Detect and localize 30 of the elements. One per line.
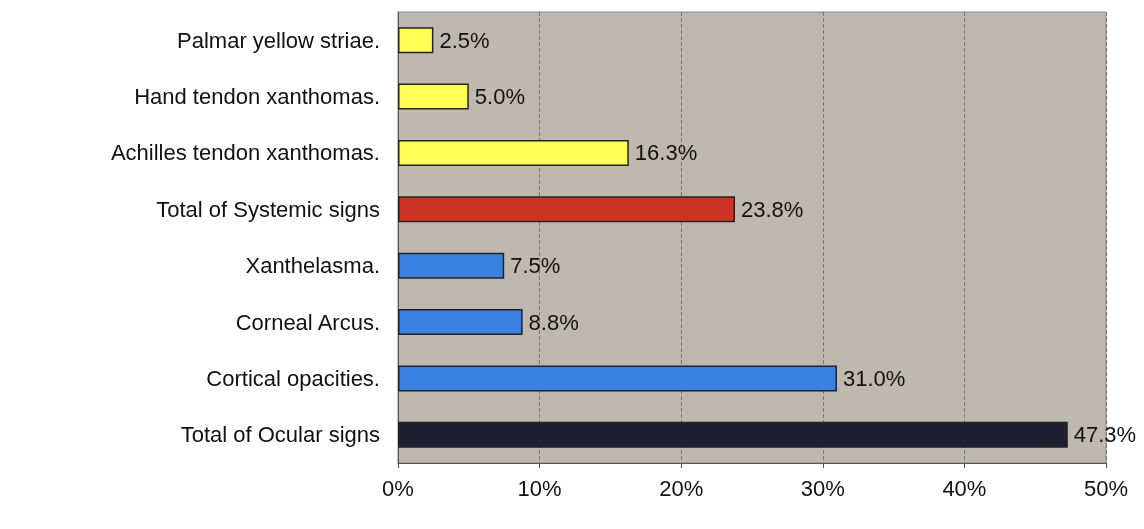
y-tick-label: Total of Ocular signs [180, 422, 380, 448]
y-tick-label: Cortical opacities. [206, 365, 380, 391]
bar [398, 365, 837, 392]
data-label: 8.8% [528, 309, 579, 335]
data-label: 2.5% [439, 27, 490, 53]
y-tick-label: Hand tendon xanthomas. [134, 84, 380, 110]
data-label: 23.8% [741, 196, 804, 222]
y-tick-label: Xanthelasma. [245, 253, 380, 279]
data-label: 5.0% [474, 84, 525, 110]
bar [398, 421, 1068, 448]
data-label: 16.3% [634, 140, 698, 166]
data-label: 7.5% [510, 253, 561, 279]
y-tick-label: Palmar yellow striae. [177, 27, 380, 53]
x-tick-label: 10% [517, 475, 562, 501]
x-tick-label: 50% [1083, 475, 1129, 501]
data-label: 47.3% [1073, 422, 1137, 448]
y-tick-label: Achilles tendon xanthomas. [110, 140, 380, 166]
bar [398, 139, 629, 166]
bar [398, 309, 523, 336]
x-tick-label: 20% [659, 475, 704, 501]
bar [398, 196, 736, 223]
x-tick-label: 40% [942, 475, 987, 501]
bar [398, 83, 469, 110]
x-tick-label: 0% [382, 475, 414, 501]
bar [398, 27, 434, 54]
x-tick-label: 30% [800, 475, 845, 501]
bar [398, 252, 505, 279]
y-tick-label: Total of Systemic signs [156, 196, 380, 222]
y-tick-label: Corneal Arcus. [235, 309, 380, 335]
data-label: 31.0% [842, 365, 906, 391]
